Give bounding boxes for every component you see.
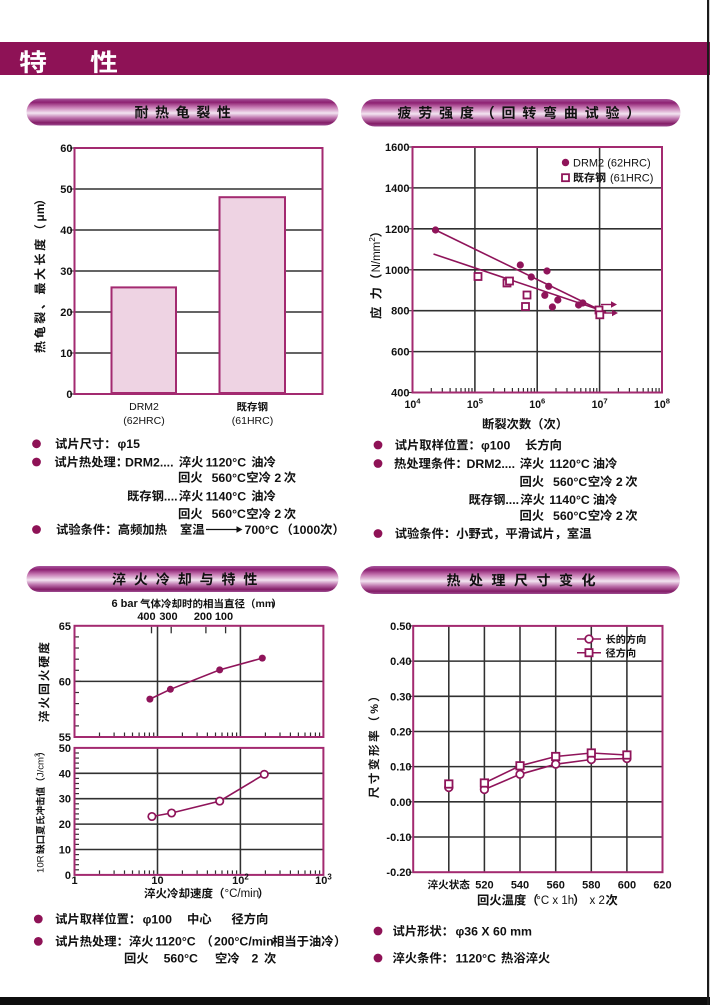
svg-text:0.40: 0.40 bbox=[390, 656, 411, 668]
svg-text:106: 106 bbox=[529, 397, 545, 412]
svg-text:50: 50 bbox=[60, 184, 72, 196]
svg-text:φ100: φ100 bbox=[481, 438, 510, 452]
svg-text:20: 20 bbox=[59, 819, 71, 831]
svg-text:-0.20: -0.20 bbox=[386, 867, 411, 879]
svg-text:600: 600 bbox=[618, 880, 636, 892]
svg-text:400: 400 bbox=[391, 388, 409, 400]
svg-text:2: 2 bbox=[616, 509, 623, 523]
svg-text:10: 10 bbox=[60, 348, 72, 360]
svg-text:1400: 1400 bbox=[385, 183, 409, 195]
svg-text:300: 300 bbox=[159, 611, 177, 623]
svg-text:1120°C: 1120°C bbox=[549, 457, 590, 471]
svg-text:2: 2 bbox=[274, 471, 281, 485]
svg-text:1140°C: 1140°C bbox=[549, 493, 590, 507]
svg-text:°C x 1h: °C x 1h bbox=[536, 895, 574, 907]
svg-text:30: 30 bbox=[60, 266, 72, 278]
svg-text:%: % bbox=[369, 704, 381, 714]
svg-text:1120°C: 1120°C bbox=[206, 455, 247, 469]
svg-text:2: 2 bbox=[252, 952, 259, 966]
svg-text:65: 65 bbox=[59, 621, 71, 633]
svg-text:620: 620 bbox=[653, 880, 671, 892]
svg-text:107: 107 bbox=[592, 397, 608, 412]
svg-text:J/cm2: J/cm2 bbox=[35, 753, 47, 777]
svg-text:1600: 1600 bbox=[385, 142, 409, 154]
svg-text:DRM2....: DRM2.... bbox=[467, 457, 516, 471]
svg-text:580: 580 bbox=[582, 880, 600, 892]
svg-text:40: 40 bbox=[59, 768, 71, 780]
svg-text:105: 105 bbox=[467, 397, 484, 412]
svg-text:30: 30 bbox=[59, 794, 71, 806]
svg-text:0.50: 0.50 bbox=[390, 621, 411, 633]
svg-text:1000: 1000 bbox=[385, 265, 409, 277]
svg-text:0: 0 bbox=[66, 389, 72, 401]
svg-text:mm: mm bbox=[256, 598, 275, 610]
svg-text:10: 10 bbox=[59, 845, 71, 857]
svg-text:560°C: 560°C bbox=[212, 507, 246, 521]
svg-text:x 2: x 2 bbox=[590, 895, 605, 907]
svg-text:1000: 1000 bbox=[293, 523, 321, 537]
svg-text:0.30: 0.30 bbox=[390, 691, 411, 703]
svg-text:2: 2 bbox=[274, 507, 281, 521]
svg-text:540: 540 bbox=[511, 880, 529, 892]
svg-text:(61HRC): (61HRC) bbox=[610, 173, 653, 185]
svg-text:6 bar: 6 bar bbox=[112, 598, 139, 610]
svg-text:0.10: 0.10 bbox=[390, 762, 411, 774]
svg-text:560°C: 560°C bbox=[164, 952, 198, 966]
svg-text:....: .... bbox=[164, 489, 178, 503]
svg-text:560: 560 bbox=[547, 880, 565, 892]
svg-text:N/mm2: N/mm2 bbox=[367, 237, 383, 273]
svg-text:20: 20 bbox=[60, 307, 72, 319]
svg-text:700°C: 700°C bbox=[245, 523, 279, 537]
svg-text:φ36 X 60 mm: φ36 X 60 mm bbox=[456, 924, 533, 938]
svg-text:102: 102 bbox=[232, 872, 249, 887]
svg-text:φ100: φ100 bbox=[143, 912, 172, 926]
svg-text:1: 1 bbox=[71, 875, 77, 887]
svg-text:0: 0 bbox=[65, 870, 71, 882]
svg-text:104: 104 bbox=[405, 397, 422, 412]
svg-text:1200: 1200 bbox=[385, 224, 409, 236]
svg-text:μm: μm bbox=[33, 204, 47, 222]
svg-text:200°C/min: 200°C/min bbox=[214, 935, 274, 949]
svg-text:520: 520 bbox=[475, 880, 493, 892]
svg-text:103: 103 bbox=[315, 872, 332, 887]
svg-text:1120°C: 1120°C bbox=[456, 951, 497, 965]
svg-text:100: 100 bbox=[215, 611, 233, 623]
svg-text:560°C: 560°C bbox=[212, 471, 246, 485]
svg-text:40: 40 bbox=[60, 225, 72, 237]
svg-text:-0.10: -0.10 bbox=[386, 832, 411, 844]
svg-text:(61HRC): (61HRC) bbox=[232, 415, 273, 427]
svg-text:60: 60 bbox=[60, 143, 72, 155]
svg-text:φ15: φ15 bbox=[118, 437, 141, 451]
svg-text:60: 60 bbox=[59, 676, 71, 688]
svg-text:DRM2: DRM2 bbox=[129, 401, 159, 413]
svg-text:800: 800 bbox=[391, 306, 409, 318]
svg-text:0.00: 0.00 bbox=[390, 797, 411, 809]
svg-text:560°C: 560°C bbox=[553, 475, 587, 489]
svg-text:50: 50 bbox=[59, 743, 71, 755]
svg-text:DRM2....: DRM2.... bbox=[125, 455, 174, 469]
svg-text:400: 400 bbox=[137, 611, 155, 623]
svg-text:0.20: 0.20 bbox=[390, 727, 411, 739]
svg-text:....: .... bbox=[505, 493, 519, 507]
svg-text:(62HRC): (62HRC) bbox=[123, 415, 164, 427]
svg-text:DRM2 (62HRC): DRM2 (62HRC) bbox=[573, 158, 651, 170]
svg-text:10R: 10R bbox=[36, 855, 47, 873]
svg-text:600: 600 bbox=[391, 347, 409, 359]
svg-text:560°C: 560°C bbox=[553, 509, 587, 523]
svg-text:1120°C: 1120°C bbox=[155, 935, 196, 949]
svg-text:1140°C: 1140°C bbox=[206, 489, 247, 503]
svg-text:55: 55 bbox=[59, 732, 71, 744]
svg-text:2: 2 bbox=[616, 475, 623, 489]
svg-text:°C/min: °C/min bbox=[225, 888, 260, 900]
svg-text:108: 108 bbox=[654, 397, 670, 412]
svg-text:200: 200 bbox=[194, 611, 212, 623]
svg-text:10: 10 bbox=[151, 875, 163, 887]
